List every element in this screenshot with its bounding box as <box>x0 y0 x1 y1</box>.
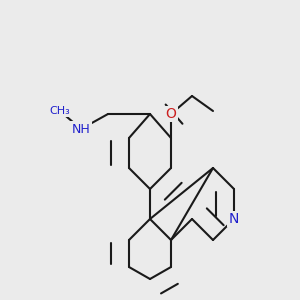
Text: O: O <box>166 107 176 121</box>
Text: CH₃: CH₃ <box>50 106 70 116</box>
Text: NH: NH <box>72 122 90 136</box>
Text: N: N <box>229 212 239 226</box>
